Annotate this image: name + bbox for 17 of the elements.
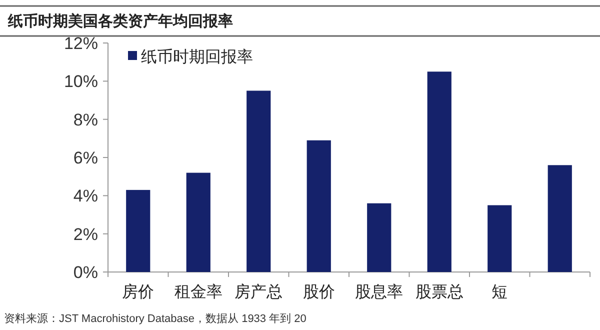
x-tick-label: 短: [492, 284, 508, 301]
y-tick-label: 10%: [64, 72, 98, 92]
chart-title: 纸币时期美国各类资产年均回报率: [7, 12, 233, 30]
y-tick-label: 8%: [73, 110, 98, 130]
x-tick-label: 房产总: [234, 283, 283, 301]
y-tick-label: 0%: [73, 263, 98, 282]
legend-label: 纸币时期回报率: [141, 48, 253, 66]
y-tick-label: 12%: [64, 34, 98, 53]
x-tick-label: 股息率: [355, 283, 404, 301]
y-tick-label: 4%: [73, 186, 98, 206]
x-tick-label: 租金率: [174, 283, 222, 301]
y-tick-label: 2%: [73, 224, 98, 244]
x-tick-label: 股价: [302, 284, 335, 301]
text: 资料来源：JST Macrohistory Database，数据从 1933 年到 20: [4, 312, 306, 325]
x-tick-label: 股票总: [415, 283, 464, 301]
y-tick-label: 6%: [73, 148, 98, 168]
x-tick-label: 房价: [122, 283, 154, 301]
